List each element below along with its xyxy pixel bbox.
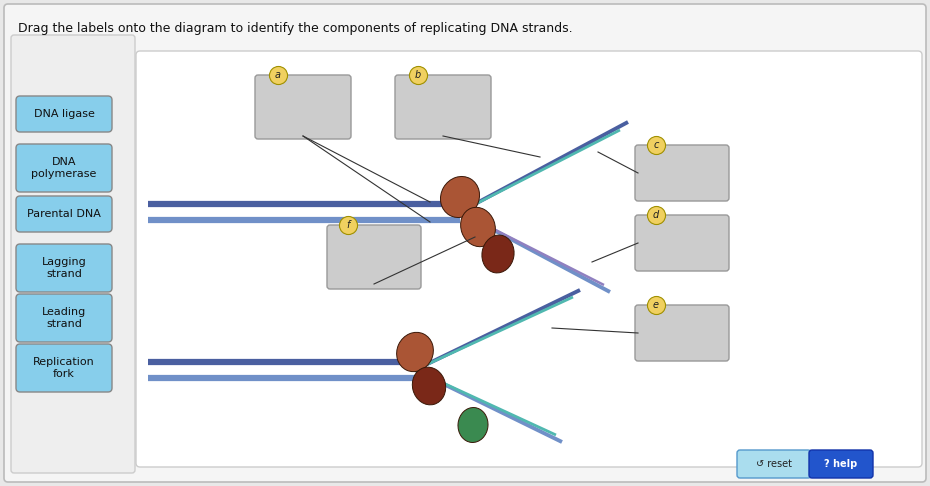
Text: d: d (653, 210, 659, 220)
FancyBboxPatch shape (16, 196, 112, 232)
FancyBboxPatch shape (11, 35, 135, 473)
Text: b: b (415, 70, 421, 80)
FancyBboxPatch shape (255, 75, 351, 139)
Text: e: e (653, 300, 659, 310)
Text: a: a (275, 70, 281, 80)
Ellipse shape (460, 208, 496, 247)
Text: ? help: ? help (824, 459, 857, 469)
FancyBboxPatch shape (395, 75, 491, 139)
Text: Parental DNA: Parental DNA (27, 209, 101, 219)
Ellipse shape (441, 176, 480, 218)
FancyBboxPatch shape (635, 215, 729, 271)
Text: Leading
strand: Leading strand (42, 307, 86, 329)
FancyBboxPatch shape (16, 344, 112, 392)
FancyBboxPatch shape (635, 305, 729, 361)
Ellipse shape (458, 408, 488, 442)
FancyBboxPatch shape (737, 450, 811, 478)
Ellipse shape (482, 235, 514, 273)
FancyBboxPatch shape (635, 145, 729, 201)
Text: DNA
polymerase: DNA polymerase (32, 157, 97, 179)
Text: f: f (346, 220, 350, 230)
Text: Lagging
strand: Lagging strand (42, 257, 86, 279)
FancyBboxPatch shape (16, 294, 112, 342)
FancyBboxPatch shape (136, 51, 922, 467)
Text: Replication
fork: Replication fork (33, 357, 95, 379)
Text: DNA ligase: DNA ligase (33, 109, 95, 119)
Ellipse shape (412, 367, 445, 405)
Ellipse shape (396, 332, 433, 372)
FancyBboxPatch shape (16, 144, 112, 192)
Text: c: c (653, 140, 658, 150)
FancyBboxPatch shape (809, 450, 873, 478)
Text: ↺ reset: ↺ reset (756, 459, 792, 469)
FancyBboxPatch shape (16, 96, 112, 132)
FancyBboxPatch shape (16, 244, 112, 292)
FancyBboxPatch shape (4, 4, 926, 482)
Text: Drag the labels onto the diagram to identify the components of replicating DNA s: Drag the labels onto the diagram to iden… (18, 22, 573, 35)
FancyBboxPatch shape (327, 225, 421, 289)
